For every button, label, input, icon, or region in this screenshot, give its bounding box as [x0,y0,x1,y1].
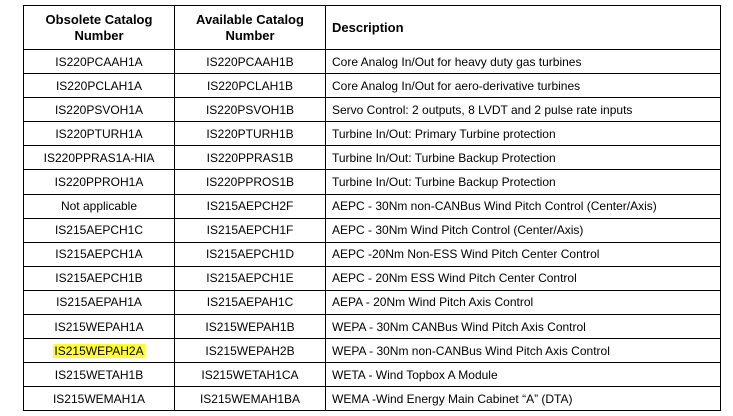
obsolete-catalog-cell: IS215WETAH1B [23,362,175,388]
description-cell: AEPC - 30Nm Wind Pitch Control (Center/A… [325,217,721,243]
table-body: IS220PCAAH1A IS220PCAAH1B Core Analog In/O… [23,48,721,412]
header-available-line1: Available Catalog [196,11,304,27]
available-catalog-cell: IS220PPROS1B [174,169,326,195]
available-catalog-cell: IS220PPRAS1B [174,145,326,171]
obsolete-catalog-cell: IS215WEPAH1A [23,314,175,340]
available-catalog-cell: IS215WEMAH1BA [174,386,326,412]
available-catalog-cell: IS215WEPAH2B [174,338,326,364]
header-description: Description [325,5,721,50]
table-row: IS215WEPAH2A IS215WEPAH2B WEPA - 30Nm non-… [23,338,721,364]
description-cell: AEPC -20Nm Non-ESS Wind Pitch Center Con… [325,241,721,267]
available-catalog-cell: IS215AEPCH1F [174,217,326,243]
header-row: Obsolete Catalog Number Available Catalo… [23,5,721,50]
available-catalog-cell: IS215AEPAH1C [174,289,326,316]
description-cell: AEPA - 20Nm Wind Pitch Axis Control [325,289,721,316]
available-catalog-cell: IS215AEPCH1E [174,265,326,291]
obsolete-catalog-cell: IS215AEPAH1A [23,289,175,316]
obsolete-catalog-cell: IS215AEPCH1B [23,265,175,291]
table-row: IS215AEPAH1A IS215AEPAH1C AEPA - 20Nm Wind… [23,289,721,316]
table-row: IS220PSVOH1A IS220PSVOH1B Servo Control: 2… [23,97,721,123]
description-cell: Servo Control: 2 outputs, 8 LVDT and 2 p… [325,97,721,123]
header-available-catalog-number: Available Catalog Number [174,5,326,50]
obsolete-catalog-cell: IS215AEPCH1A [23,241,175,267]
description-cell: WEMA -Wind Energy Main Cabinet “A” (DTA) [325,386,721,412]
table-row: IS220PPROH1A IS220PPROS1B Turbine In/Out: … [23,169,721,195]
table-row: IS215AEPCH1A IS215AEPCH1D AEPC -20Nm Non-E… [23,241,721,267]
table-row: IS215AEPCH1B IS215AEPCH1E AEPC - 20Nm ESS … [23,265,721,291]
available-catalog-cell: IS215AEPCH2F [174,193,326,219]
obsolete-catalog-cell: IS220PPRAS1A-HIA [23,145,175,171]
description-cell: Turbine In/Out: Primary Turbine protecti… [325,121,721,147]
available-catalog-cell: IS220PCLAH1B [174,73,326,99]
obsolete-catalog-cell: IS220PCAAH1A [23,48,175,75]
obsolete-catalog-cell: IS220PTURH1A [23,121,175,147]
table-row: IS220PTURH1A IS220PTURH1B Turbine In/Out: … [23,121,721,147]
highlighted-catalog-number: IS215WEPAH2A [53,343,145,358]
description-cell: AEPC - 20Nm ESS Wind Pitch Center Contro… [325,265,721,291]
obsolete-catalog-cell: IS220PCLAH1A [23,73,175,99]
available-catalog-cell: IS220PCAAH1B [174,48,326,75]
obsolete-catalog-cell: IS220PSVOH1A [23,97,175,123]
description-cell: Core Analog In/Out for aero-derivative t… [325,73,721,99]
catalog-table: Obsolete Catalog Number Available Catalo… [23,5,721,412]
obsolete-catalog-cell: IS215WEPAH2A [23,338,175,364]
table-row: IS215AEPCH1C IS215AEPCH1F AEPC - 30Nm Wind… [23,217,721,243]
header-obsolete-catalog-number: Obsolete Catalog Number [23,5,175,50]
available-catalog-cell: IS215WEPAH1B [174,314,326,340]
description-cell: WEPA - 30Nm CANBus Wind Pitch Axis Contr… [325,314,721,340]
description-cell: Turbine In/Out: Turbine Backup Protectio… [325,145,721,171]
table-row: IS215WETAH1B IS215WETAH1CA WETA - Wind Top… [23,362,721,388]
description-cell: Turbine In/Out: Turbine Backup Protectio… [325,169,721,195]
obsolete-catalog-cell: IS220PPROH1A [23,169,175,195]
table-row: IS215WEPAH1A IS215WEPAH1B WEPA - 30Nm CANB… [23,314,721,340]
table-row: IS215WEMAH1A IS215WEMAH1BA WEMA -Wind Ener… [23,386,721,412]
table-row: IS220PPRAS1A-HIA IS220PPRAS1B Turbine In/O… [23,145,721,171]
description-cell: WEPA - 30Nm non-CANBus Wind Pitch Axis C… [325,338,721,364]
table-row: IS220PCLAH1A IS220PCLAH1B Core Analog In/O… [23,73,721,99]
available-catalog-cell: IS215AEPCH1D [174,241,326,267]
available-catalog-cell: IS220PTURH1B [174,121,326,147]
table-row: Not applicable IS215AEPCH2F AEPC - 30Nm no… [23,193,721,219]
header-available-line2: Number [225,27,275,43]
header-obsolete-line1: Obsolete Catalog [45,11,153,27]
available-catalog-cell: IS220PSVOH1B [174,97,326,123]
obsolete-catalog-cell: Not applicable [23,193,175,219]
description-cell: WETA - Wind Topbox A Module [325,362,721,388]
obsolete-catalog-cell: IS215WEMAH1A [23,386,175,412]
obsolete-catalog-cell: IS215AEPCH1C [23,217,175,243]
description-cell: Core Analog In/Out for heavy duty gas tu… [325,48,721,75]
available-catalog-cell: IS215WETAH1CA [174,362,326,388]
header-obsolete-line2: Number [74,27,124,43]
table-row: IS220PCAAH1A IS220PCAAH1B Core Analog In/O… [23,48,721,75]
description-cell: AEPC - 30Nm non-CANBus Wind Pitch Contro… [325,193,721,219]
